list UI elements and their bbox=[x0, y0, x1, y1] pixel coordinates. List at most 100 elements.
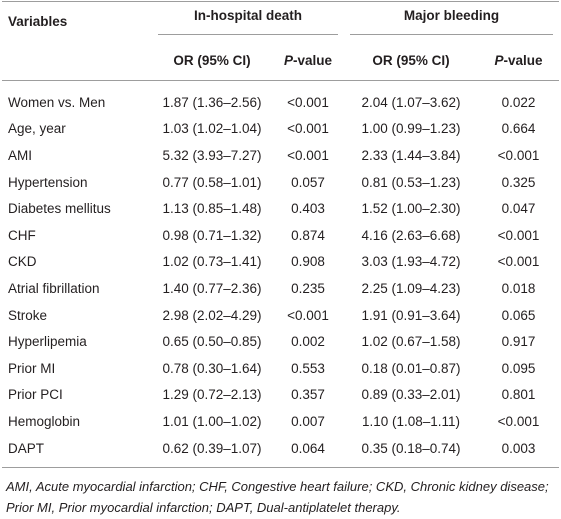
group-label: In-hospital death bbox=[158, 8, 338, 35]
cell: <0.001 bbox=[497, 254, 540, 270]
cell: 0.65 (0.50–0.85) bbox=[162, 334, 262, 350]
row-label: Age, year bbox=[8, 121, 66, 137]
cell: <0.001 bbox=[287, 121, 329, 137]
cell: 0.89 (0.33–2.01) bbox=[361, 387, 461, 403]
header-variables: Variables bbox=[8, 13, 68, 29]
cell: 1.02 (0.73–1.41) bbox=[162, 254, 262, 270]
cell: 1.00 (0.99–1.23) bbox=[361, 121, 461, 137]
cell: 1.87 (1.36–2.56) bbox=[162, 94, 262, 110]
cell: <0.001 bbox=[497, 413, 540, 429]
cell: 1.02 (0.67–1.58) bbox=[361, 334, 461, 350]
results-table: Variables In-hospital death Major bleedi… bbox=[2, 1, 560, 469]
cell: 0.35 (0.18–0.74) bbox=[344, 434, 478, 469]
table-row: CKD 1.02 (0.73–1.41) 0.908 3.03 (1.93–4.72)… bbox=[2, 249, 559, 276]
blank-cell bbox=[2, 40, 152, 81]
cell: <0.001 bbox=[497, 147, 540, 163]
cell: 0.77 (0.58–1.01) bbox=[162, 174, 262, 190]
cell: 0.98 (0.71–1.32) bbox=[162, 227, 262, 243]
cell: 2.98 (2.02–4.29) bbox=[162, 307, 262, 323]
cell: 0.018 bbox=[501, 280, 536, 296]
table-row: Hypertension 0.77 (0.58–1.01) 0.057 0.81 (0… bbox=[2, 169, 559, 196]
cell: 2.04 (1.07–3.62) bbox=[361, 94, 461, 110]
subheader: P-value bbox=[272, 40, 344, 81]
table-row: Diabetes mellitus 1.13 (0.85–1.48) 0.403 1.… bbox=[2, 195, 559, 222]
table-row: DAPT 0.62 (0.39–1.07) 0.064 0.35 (0.18–0.74… bbox=[2, 434, 560, 469]
group-label: Major bleeding bbox=[350, 8, 554, 35]
cell: 0.022 bbox=[501, 94, 536, 110]
cell: 0.78 (0.30–1.64) bbox=[162, 360, 262, 376]
subheader: OR (95% CI) bbox=[344, 40, 478, 81]
cell: <0.001 bbox=[287, 307, 329, 323]
cell: 0.81 (0.53–1.23) bbox=[361, 174, 461, 190]
group-header: Major bleeding bbox=[344, 2, 559, 41]
subheader-text: P-value bbox=[283, 52, 333, 68]
cell: 0.908 bbox=[291, 254, 325, 270]
cell: 2.33 (1.44–3.84) bbox=[361, 147, 461, 163]
cell: 1.03 (1.02–1.04) bbox=[162, 121, 262, 137]
cell: 0.801 bbox=[501, 387, 536, 403]
row-label: AMI bbox=[8, 147, 33, 163]
cell: 0.874 bbox=[291, 227, 325, 243]
cell: 0.18 (0.01–0.87) bbox=[361, 360, 461, 376]
cell: 1.10 (1.08–1.11) bbox=[361, 413, 461, 429]
cell: 1.52 (1.00–2.30) bbox=[361, 201, 461, 217]
cell: 0.064 bbox=[272, 434, 344, 469]
cell: 1.29 (0.72–2.13) bbox=[162, 387, 262, 403]
table-row: AMI 5.32 (3.93–7.27) <0.001 2.33 (1.44–3.84… bbox=[2, 142, 559, 169]
table-row: Prior MI 0.78 (0.30–1.64) 0.553 0.18 (0.01–… bbox=[2, 355, 559, 382]
row-label: Hemoglobin bbox=[8, 413, 81, 429]
cell: 0.62 (0.39–1.07) bbox=[152, 434, 272, 469]
cell: 0.065 bbox=[501, 307, 536, 323]
cell: 0.917 bbox=[501, 334, 536, 350]
row-label: Prior PCI bbox=[8, 387, 63, 403]
row-label: Diabetes mellitus bbox=[8, 201, 111, 217]
cell: 1.01 (1.00–1.02) bbox=[162, 413, 262, 429]
subheader-text: P-value bbox=[494, 52, 543, 68]
table-row: Atrial fibrillation 1.40 (0.77–2.36) 0.235… bbox=[2, 275, 559, 302]
table-row: Prior PCI 1.29 (0.72–2.13) 0.357 0.89 (0.33… bbox=[2, 382, 559, 409]
cell: 3.03 (1.93–4.72) bbox=[361, 254, 461, 270]
cell: <0.001 bbox=[497, 227, 540, 243]
group-header: In-hospital death bbox=[152, 2, 344, 41]
table-row: Age, year 1.03 (1.02–1.04) <0.001 1.00 (0.9… bbox=[2, 116, 559, 143]
cell: 5.32 (3.93–7.27) bbox=[162, 147, 262, 163]
row-label: Hypertension bbox=[8, 174, 88, 190]
row-label: Women vs. Men bbox=[8, 94, 106, 110]
row-label: CHF bbox=[8, 227, 36, 243]
row-label: Prior MI bbox=[8, 360, 56, 376]
cell: 1.13 (0.85–1.48) bbox=[162, 201, 262, 217]
row-label: CKD bbox=[8, 254, 37, 270]
table-row: Stroke 2.98 (2.02–4.29) <0.001 1.91 (0.91–3… bbox=[2, 302, 559, 329]
cell: 1.40 (0.77–2.36) bbox=[162, 280, 262, 296]
cell: 0.664 bbox=[501, 121, 536, 137]
cell: 0.002 bbox=[291, 334, 325, 350]
cell: 0.003 bbox=[478, 434, 560, 469]
row-label: DAPT bbox=[2, 434, 152, 469]
subheader: P-value bbox=[478, 40, 560, 81]
table-row: Hyperlipemia 0.65 (0.50–0.85) 0.002 1.02 (0… bbox=[2, 328, 559, 355]
cell: 4.16 (2.63–6.68) bbox=[361, 227, 461, 243]
row-label: Hyperlipemia bbox=[8, 334, 87, 350]
table-body: Women vs. Men 1.87 (1.36–2.56) <0.001 2.04 … bbox=[2, 81, 560, 469]
cell: 0.357 bbox=[291, 387, 325, 403]
row-label: Stroke bbox=[8, 307, 48, 323]
cell: 0.095 bbox=[501, 360, 536, 376]
row-label: Atrial fibrillation bbox=[8, 280, 100, 296]
cell: 0.235 bbox=[291, 280, 325, 296]
table-row: Hemoglobin 1.01 (1.00–1.02) 0.007 1.10 (1.0… bbox=[2, 408, 559, 435]
cell: <0.001 bbox=[287, 94, 329, 110]
footnote: AMI, Acute myocardial infarction; CHF, C… bbox=[6, 479, 549, 516]
subheader: OR (95% CI) bbox=[152, 40, 272, 81]
cell: 0.057 bbox=[291, 174, 325, 190]
cell: 2.25 (1.09–4.23) bbox=[361, 280, 461, 296]
table-row: Women vs. Men 1.87 (1.36–2.56) <0.001 2.04 … bbox=[2, 81, 559, 116]
cell: 0.553 bbox=[291, 360, 325, 376]
cell: 0.007 bbox=[291, 413, 325, 429]
cell: 1.91 (0.91–3.64) bbox=[361, 307, 461, 323]
table-row: CHF 0.98 (0.71–1.32) 0.874 4.16 (2.63–6.68)… bbox=[2, 222, 559, 249]
cell: 0.403 bbox=[291, 201, 325, 217]
cell: <0.001 bbox=[287, 147, 329, 163]
cell: 0.047 bbox=[501, 201, 536, 217]
cell: 0.325 bbox=[501, 174, 536, 190]
